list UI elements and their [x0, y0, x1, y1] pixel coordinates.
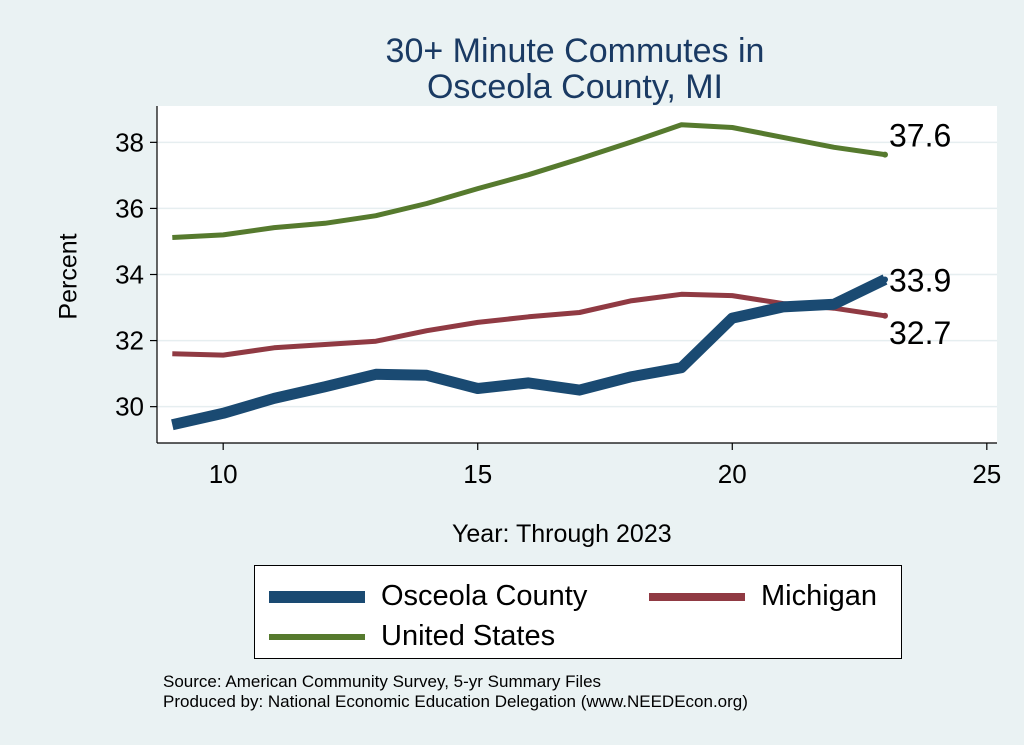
end-value-label: 32.7: [889, 315, 951, 351]
end-point: [882, 151, 888, 158]
y-tick-label: 36: [115, 193, 144, 223]
legend-swatch-michigan: [649, 592, 745, 601]
x-tick-label: 25: [972, 459, 1001, 489]
legend-label-osceola: Osceola County: [381, 580, 588, 612]
legend-label-michigan: Michigan: [761, 580, 878, 612]
legend-swatch-osceola: [269, 590, 365, 603]
legend-swatch-us: [269, 633, 365, 640]
series-line-michigan: [172, 291, 886, 358]
legend-label-us: United States: [381, 620, 556, 652]
y-axis-title: Percent: [54, 233, 83, 320]
chart-title-line2: Osceola County, MI: [426, 68, 724, 106]
legend-item-osceola: Osceola County: [269, 580, 587, 613]
x-tick-label: 15: [463, 459, 492, 489]
series-line-united-states: [172, 122, 886, 240]
end-point: [882, 312, 888, 319]
legend-item-us: United States: [269, 620, 555, 653]
end-value-label: 37.6: [889, 118, 951, 154]
legend: Osceola County Michigan United States: [254, 565, 902, 659]
y-tick-label: 38: [115, 127, 144, 157]
y-tick-label: 32: [115, 326, 144, 356]
y-tick-label: 34: [115, 260, 144, 290]
legend-item-michigan: Michigan: [649, 580, 877, 613]
series-line-osceola-county: [171, 274, 888, 431]
end-point: [882, 276, 888, 283]
chart-title-line1: 30+ Minute Commutes in: [385, 32, 765, 70]
x-tick-label: 20: [718, 459, 747, 489]
y-tick-label: 30: [115, 392, 144, 422]
end-value-label: 33.9: [889, 262, 951, 298]
x-axis-title: Year: Through 2023: [452, 520, 672, 548]
producer-note: Produced by: National Economic Education…: [163, 692, 748, 711]
x-tick-label: 10: [209, 459, 238, 489]
source-note: Source: American Community Survey, 5-yr …: [163, 672, 602, 691]
